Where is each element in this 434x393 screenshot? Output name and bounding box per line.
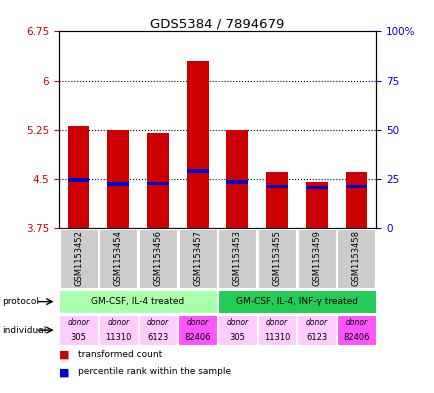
Text: GSM1153456: GSM1153456 xyxy=(153,230,162,286)
Text: 11310: 11310 xyxy=(263,332,289,342)
Bar xyxy=(138,229,177,288)
Text: percentile rank within the sample: percentile rank within the sample xyxy=(78,367,231,376)
Text: GM-CSF, IL-4 treated: GM-CSF, IL-4 treated xyxy=(91,297,184,306)
Bar xyxy=(337,229,375,288)
Bar xyxy=(59,315,98,345)
Bar xyxy=(345,172,366,228)
Bar xyxy=(257,229,296,288)
Text: ■: ■ xyxy=(59,350,69,360)
Text: GSM1153455: GSM1153455 xyxy=(272,230,281,286)
Text: donor: donor xyxy=(107,318,129,327)
Bar xyxy=(266,185,287,189)
Bar xyxy=(186,61,208,228)
Text: GSM1153454: GSM1153454 xyxy=(114,230,122,286)
Bar xyxy=(345,185,366,189)
Text: GSM1153458: GSM1153458 xyxy=(351,230,360,286)
Bar xyxy=(68,178,89,182)
Bar xyxy=(305,185,327,189)
Bar xyxy=(296,315,335,345)
Bar xyxy=(59,229,97,288)
Bar xyxy=(218,229,256,288)
Text: donor: donor xyxy=(147,318,169,327)
Bar xyxy=(99,229,137,288)
Text: donor: donor xyxy=(305,318,327,327)
Bar xyxy=(297,229,335,288)
Bar xyxy=(138,315,177,345)
Text: 11310: 11310 xyxy=(105,332,131,342)
Title: GDS5384 / 7894679: GDS5384 / 7894679 xyxy=(150,17,284,30)
Bar xyxy=(217,290,375,313)
Text: donor: donor xyxy=(265,318,287,327)
Text: GSM1153453: GSM1153453 xyxy=(232,230,241,286)
Text: 305: 305 xyxy=(70,332,86,342)
Bar xyxy=(68,127,89,228)
Text: 82406: 82406 xyxy=(342,332,369,342)
Bar xyxy=(226,180,248,184)
Bar xyxy=(107,182,129,186)
Text: donor: donor xyxy=(67,318,89,327)
Text: donor: donor xyxy=(345,318,367,327)
Bar xyxy=(266,172,287,228)
Bar xyxy=(186,169,208,173)
Text: GSM1153459: GSM1153459 xyxy=(312,230,320,286)
Bar xyxy=(178,315,217,345)
Text: 6123: 6123 xyxy=(306,332,327,342)
Bar xyxy=(217,315,256,345)
Text: 6123: 6123 xyxy=(147,332,168,342)
Bar xyxy=(147,182,168,185)
Text: 82406: 82406 xyxy=(184,332,210,342)
Text: transformed count: transformed count xyxy=(78,350,162,359)
Bar xyxy=(226,130,248,228)
Bar xyxy=(59,290,217,313)
Text: donor: donor xyxy=(186,318,208,327)
Text: GSM1153457: GSM1153457 xyxy=(193,230,202,286)
Bar xyxy=(336,315,375,345)
Bar xyxy=(107,130,129,228)
Bar xyxy=(305,182,327,228)
Text: ■: ■ xyxy=(59,367,69,377)
Text: protocol: protocol xyxy=(2,297,39,306)
Text: GM-CSF, IL-4, INF-γ treated: GM-CSF, IL-4, INF-γ treated xyxy=(235,297,357,306)
Text: GSM1153452: GSM1153452 xyxy=(74,230,83,286)
Bar xyxy=(257,315,296,345)
Bar xyxy=(178,229,216,288)
Bar xyxy=(147,133,168,228)
Text: donor: donor xyxy=(226,318,248,327)
Text: 305: 305 xyxy=(229,332,245,342)
Bar xyxy=(99,315,138,345)
Text: individual: individual xyxy=(2,326,46,334)
